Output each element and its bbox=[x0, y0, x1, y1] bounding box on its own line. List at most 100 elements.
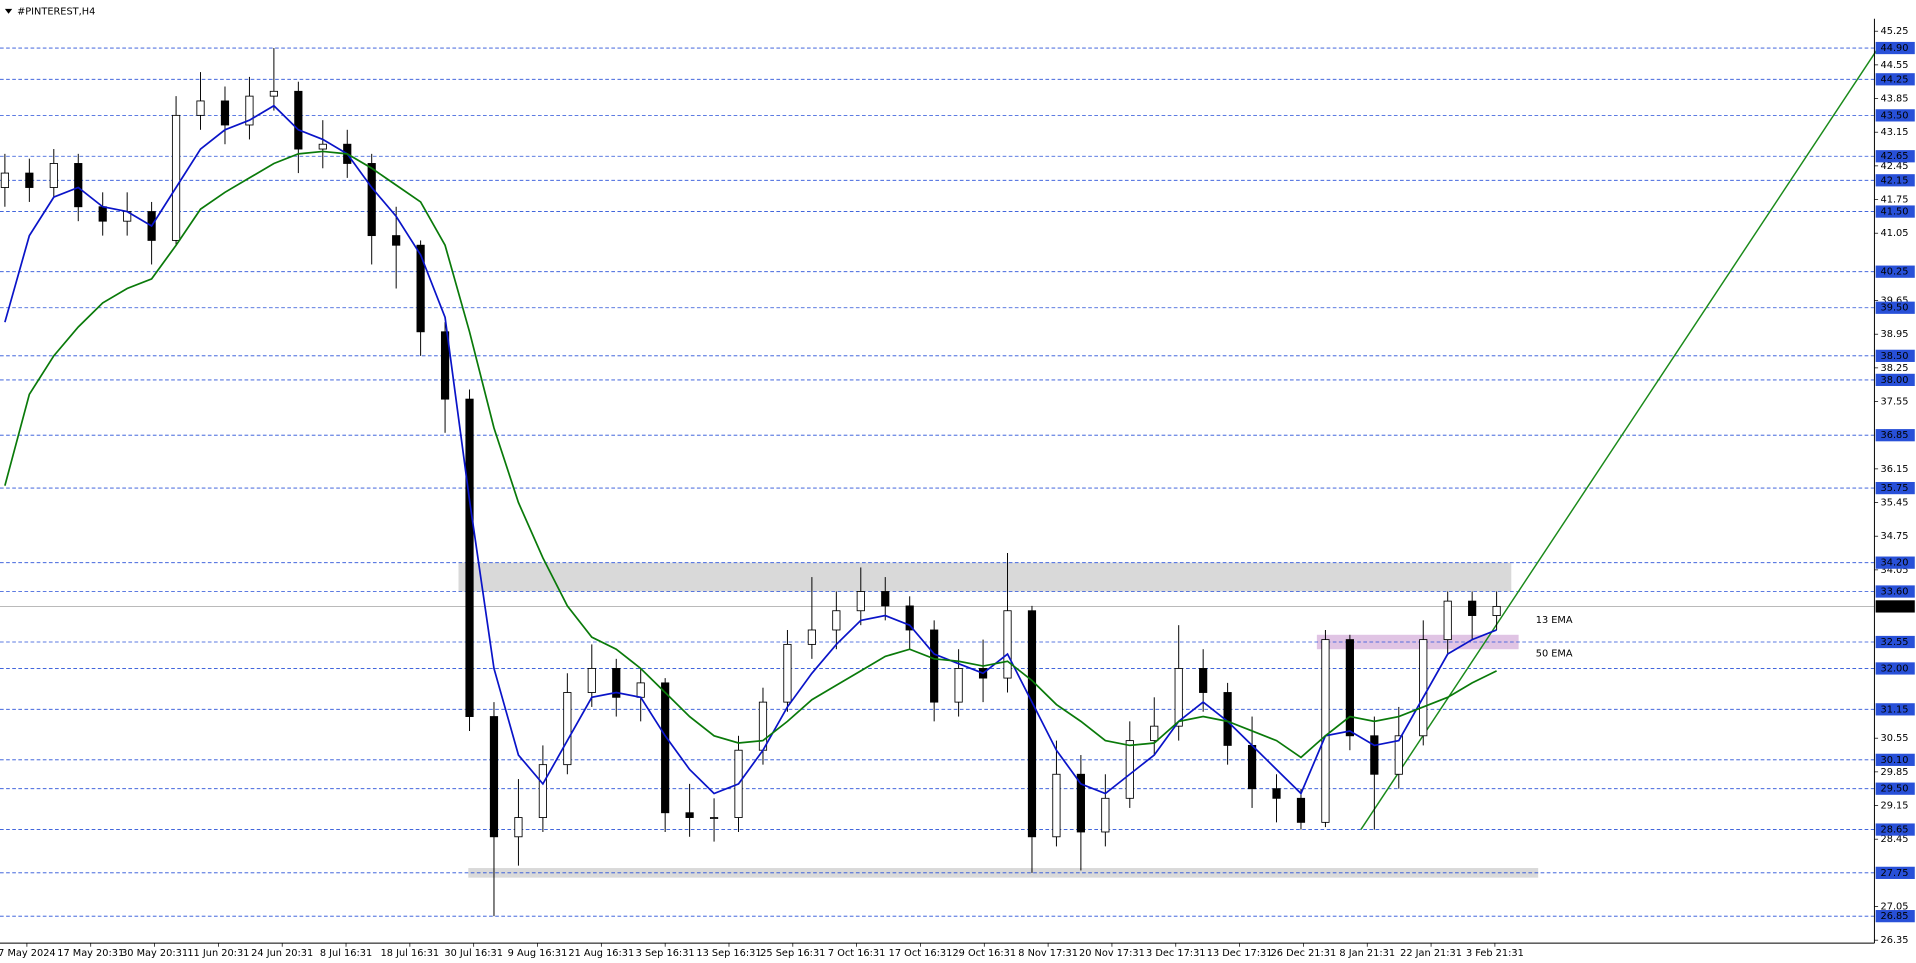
candle-body bbox=[98, 206, 107, 222]
candle-body bbox=[1370, 735, 1379, 775]
level-label: 31.15 bbox=[1881, 704, 1909, 715]
y-tick-label: 38.25 bbox=[1881, 363, 1909, 374]
level-label: 44.25 bbox=[1881, 74, 1909, 85]
level-label-bg bbox=[1875, 910, 1915, 923]
level-label: 40.25 bbox=[1881, 267, 1909, 278]
candle-body bbox=[954, 668, 963, 703]
level-label-bg bbox=[1875, 73, 1915, 86]
x-tick-label: 3 Dec 17:31 bbox=[1146, 948, 1205, 959]
candle-body bbox=[465, 398, 474, 717]
candle-body bbox=[1150, 725, 1159, 742]
candle-body bbox=[905, 605, 914, 631]
x-tick-label: 17 May 20:31 bbox=[57, 948, 124, 959]
y-tick-label: 30.55 bbox=[1881, 733, 1909, 744]
x-tick-label: 13 Sep 16:31 bbox=[696, 948, 761, 959]
level-label: 43.50 bbox=[1881, 110, 1909, 121]
candle-body bbox=[416, 244, 425, 333]
candle-body bbox=[1174, 668, 1183, 727]
level-label: 32.55 bbox=[1881, 637, 1909, 648]
candle-body bbox=[832, 610, 841, 631]
x-tick-label: 8 Jul 16:31 bbox=[320, 948, 372, 959]
y-tick-label: 42.45 bbox=[1881, 161, 1909, 172]
x-tick-label: 3 Feb 21:31 bbox=[1466, 948, 1524, 959]
x-tick-label: 13 Dec 17:31 bbox=[1207, 948, 1273, 959]
levels-layer bbox=[0, 47, 1875, 917]
candle-body bbox=[294, 90, 303, 150]
y-tick-label: 34.05 bbox=[1881, 565, 1909, 576]
y-tick-label: 43.15 bbox=[1881, 127, 1909, 138]
level-label: 42.65 bbox=[1881, 151, 1909, 162]
candle-body bbox=[636, 682, 645, 698]
level-label: 32.00 bbox=[1881, 663, 1909, 674]
candle-body bbox=[245, 95, 254, 126]
x-tick-label: 25 Sep 16:31 bbox=[760, 948, 825, 959]
current-price-bg bbox=[1875, 600, 1915, 613]
candle-body bbox=[1443, 600, 1452, 641]
level-label: 36.85 bbox=[1881, 430, 1909, 441]
candle-body bbox=[49, 163, 58, 188]
current-price-label: 33.29 bbox=[1881, 601, 1909, 612]
ema-line bbox=[4, 150, 1497, 759]
level-label: 27.75 bbox=[1881, 868, 1909, 879]
level-label-bg bbox=[1875, 265, 1915, 278]
ema-label: 13 EMA bbox=[1536, 615, 1573, 626]
candle-body bbox=[807, 629, 816, 645]
candle-body bbox=[514, 817, 523, 838]
y-tick-label: 41.75 bbox=[1881, 195, 1909, 206]
level-label-bg bbox=[1875, 150, 1915, 163]
candle-body bbox=[1492, 605, 1501, 616]
level-label-bg bbox=[1875, 205, 1915, 218]
candle-body bbox=[392, 235, 401, 246]
candle-body bbox=[0, 172, 9, 188]
x-tick-label: 29 Oct 16:31 bbox=[952, 948, 1016, 959]
y-tick-label: 45.25 bbox=[1881, 26, 1909, 37]
level-label-bg bbox=[1875, 481, 1915, 495]
x-tick-label: 22 Jan 21:31 bbox=[1400, 948, 1462, 959]
y-tick-label: 28.45 bbox=[1881, 834, 1909, 845]
candle-body bbox=[930, 629, 939, 703]
level-label-bg bbox=[1875, 753, 1915, 766]
level-label-bg bbox=[1875, 349, 1915, 362]
trendline bbox=[1360, 47, 1879, 830]
candle-body bbox=[709, 817, 719, 819]
candle-body bbox=[171, 114, 181, 241]
level-label: 29.50 bbox=[1881, 784, 1909, 795]
candle-body bbox=[1125, 740, 1134, 799]
level-label-bg bbox=[1875, 585, 1915, 598]
x-tick-label: 11 Jun 20:31 bbox=[187, 948, 249, 959]
candle-body bbox=[1321, 639, 1330, 823]
candle-body bbox=[1076, 773, 1085, 833]
level-label: 28.65 bbox=[1881, 825, 1909, 836]
candle-body bbox=[25, 172, 34, 188]
level-label-bg bbox=[1875, 662, 1915, 675]
level-label-bg bbox=[1875, 782, 1915, 795]
candle-body bbox=[1003, 610, 1012, 679]
candle-body bbox=[1199, 668, 1208, 693]
candle-body bbox=[1052, 773, 1061, 838]
y-tick-label: 39.65 bbox=[1881, 296, 1909, 307]
y-tick-label: 36.15 bbox=[1881, 464, 1909, 475]
level-label: 44.90 bbox=[1881, 43, 1909, 54]
level-label: 33.60 bbox=[1881, 587, 1909, 598]
x-tick-label: 8 Nov 17:31 bbox=[1018, 948, 1078, 959]
candle-body bbox=[783, 643, 792, 703]
x-tick-label: 3 Sep 16:31 bbox=[636, 948, 695, 959]
level-label-bg bbox=[1875, 373, 1915, 387]
y-tick-label: 38.95 bbox=[1881, 329, 1909, 340]
menu-arrow[interactable] bbox=[4, 8, 13, 14]
level-label: 38.50 bbox=[1881, 351, 1909, 362]
x-tick-label: 8 Jan 21:31 bbox=[1339, 948, 1395, 959]
candle-body bbox=[318, 143, 327, 150]
candle-body bbox=[538, 764, 547, 818]
candle-body bbox=[856, 591, 865, 612]
x-tick-label: 17 Oct 16:31 bbox=[889, 948, 953, 959]
x-tick-label: 21 Aug 16:31 bbox=[568, 948, 634, 959]
candle-body bbox=[489, 716, 499, 838]
y-tick-label: 41.05 bbox=[1881, 228, 1909, 239]
candle-body bbox=[1468, 600, 1477, 616]
axis-layer: 45.25 44.55 43.85 43.15 42.45 41.75 41.05 39.65… bbox=[0, 26, 1915, 959]
ema-label: 50 EMA bbox=[1536, 649, 1573, 660]
candle-body bbox=[1272, 788, 1281, 799]
